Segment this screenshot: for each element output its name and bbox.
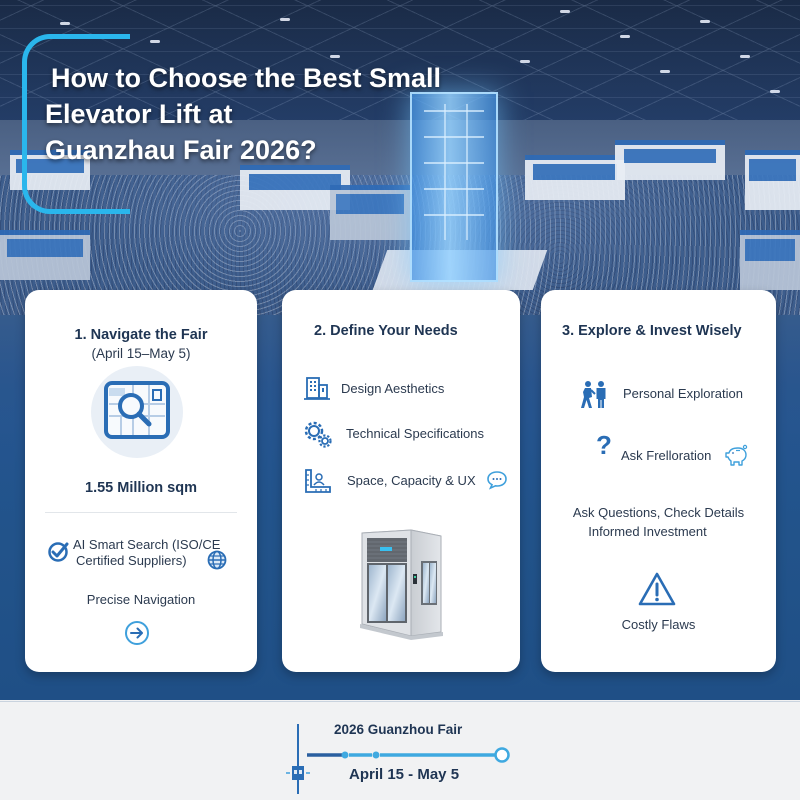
title-bracket-decoration: [22, 34, 130, 214]
exhibition-hall-roof: [0, 0, 800, 120]
personal-exploration-label: Personal Exploration: [623, 386, 743, 401]
title-line-2: Elevator Lift at: [45, 99, 233, 129]
timeline-graphic: [286, 724, 510, 794]
event-title: 2026 Guanzhou Fair: [334, 722, 463, 737]
elevator-marker-icon: [292, 766, 304, 780]
glass-elevator-tower: [410, 92, 498, 282]
exhibitor-booth: [330, 185, 410, 240]
gears-icon: [304, 421, 332, 448]
elevator-cabin-illustration: [360, 529, 443, 640]
divider: [45, 512, 237, 513]
card-title: 2. Define Your Needs: [314, 323, 458, 339]
feature-line-1: AI Smart Search (ISO/CE: [73, 537, 221, 552]
floor-area-stat: 1.55 Million sqm: [85, 480, 197, 496]
arrow-right-circle-icon[interactable]: [124, 620, 150, 646]
exhibitor-booth: [615, 140, 725, 180]
exhibitor-booth: [0, 230, 90, 280]
piggy-bank-icon: [725, 444, 748, 466]
precise-navigation-label: Precise Navigation: [86, 592, 196, 607]
questions-line-1: Ask Questions, Check Details: [572, 505, 745, 520]
card-define-needs: 2. Define Your Needs Design Aesthetics T…: [282, 290, 520, 672]
ai-smart-search-label: AI Smart Search (ISO/CE Certified Suppli…: [73, 537, 233, 569]
item-label: Space, Capacity & UX: [347, 473, 476, 488]
card-subtitle: (April 15–May 5): [91, 346, 191, 361]
map-search-icon: [91, 366, 183, 458]
card-title: 1. Navigate the Fair: [74, 327, 208, 343]
title-line-3: Guanzhau Fair 2026?: [45, 135, 317, 165]
event-date-range: April 15 - May 5: [349, 766, 460, 783]
item-label: Technical Specifications: [346, 426, 485, 441]
card-navigate-fair: 1. Navigate the Fair (April 15–May 5) 1.…: [25, 290, 257, 672]
title-line-1: How to Choose the Best Small: [51, 63, 442, 93]
ask-questions-text: Ask Questions, Check Details Informed In…: [541, 503, 776, 541]
exhibitor-booth: [745, 150, 800, 210]
ask-label: Ask Frelloration: [621, 448, 712, 463]
card-title: 3. Explore & Invest Wisely: [562, 323, 742, 339]
costly-flaws-label: Costly Flaws: [621, 617, 696, 632]
warning-triangle-icon: [638, 572, 676, 606]
item-label: Design Aesthetics: [341, 381, 445, 396]
card-explore-invest: 3. Explore & Invest Wisely Personal Expl…: [541, 290, 776, 672]
question-mark-icon: ?: [596, 430, 612, 460]
globe-icon: [207, 550, 227, 570]
people-walking-icon: [581, 381, 606, 408]
ruler-space-icon: [305, 469, 331, 493]
exhibitor-booth: [740, 230, 800, 290]
chat-bubble-icon: [487, 471, 507, 490]
check-circle-icon: [48, 542, 69, 562]
footer-timeline: 2026 Guanzhou Fair April 15 - May 5: [0, 701, 800, 800]
feature-line-2: Certified Suppliers): [76, 553, 187, 568]
building-icon: [304, 377, 330, 400]
questions-line-2: Informed Investment: [588, 524, 707, 539]
exhibitor-booth: [525, 155, 625, 200]
page-title: How to Choose the Best Small Elevator Li…: [45, 60, 515, 168]
